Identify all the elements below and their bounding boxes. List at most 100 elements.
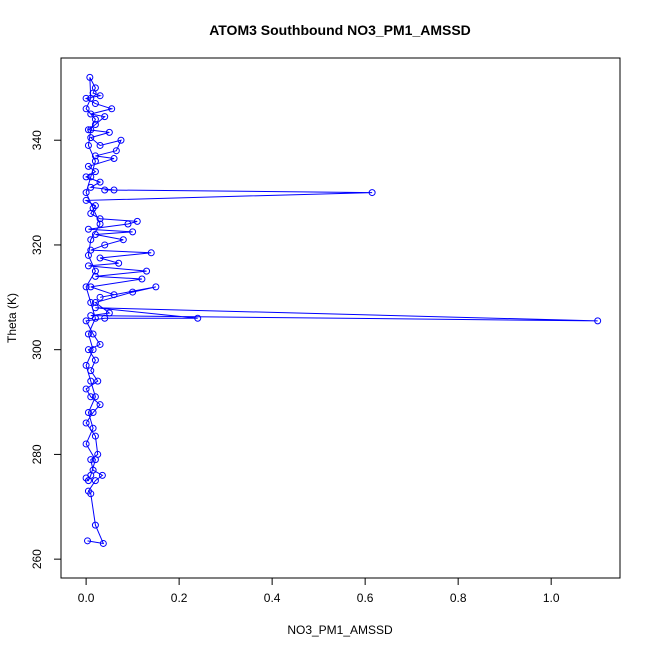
- data-point: [84, 537, 92, 545]
- data-point: [87, 94, 95, 102]
- data-point: [87, 173, 95, 181]
- data-point: [82, 173, 90, 181]
- data-point: [89, 330, 97, 338]
- data-point: [91, 432, 99, 440]
- data-point: [91, 230, 99, 238]
- data-point: [91, 477, 99, 485]
- x-tick-label: 0.6: [357, 591, 374, 605]
- data-point: [112, 147, 120, 155]
- data-point: [87, 456, 95, 464]
- data-point: [94, 377, 102, 385]
- data-point: [117, 136, 125, 144]
- data-point: [105, 128, 113, 136]
- data-point: [91, 121, 99, 129]
- data-point: [87, 110, 95, 118]
- data-point: [115, 259, 123, 267]
- data-point: [89, 346, 97, 354]
- data-point: [91, 299, 99, 307]
- data-point: [87, 367, 95, 375]
- data-point: [119, 236, 127, 244]
- x-tick-label: 0.4: [264, 591, 281, 605]
- data-point: [86, 73, 94, 81]
- y-tick-label: 300: [30, 339, 44, 359]
- data-point: [91, 100, 99, 108]
- data-point: [91, 267, 99, 275]
- data-point: [82, 419, 90, 427]
- data-point: [91, 304, 99, 312]
- data-point: [368, 189, 376, 197]
- plot-frame: [60, 57, 621, 579]
- data-point: [138, 275, 146, 283]
- data-point: [91, 272, 99, 280]
- data-point: [84, 251, 92, 259]
- x-tick-label: 0.8: [450, 591, 467, 605]
- data-point: [96, 215, 104, 223]
- data-point: [84, 409, 92, 417]
- data-point: [194, 314, 202, 322]
- data-point: [129, 288, 137, 296]
- data-point: [152, 283, 160, 291]
- data-point: [98, 471, 106, 479]
- data-point: [101, 241, 109, 249]
- data-point: [594, 317, 602, 325]
- data-point: [96, 254, 104, 262]
- data-point: [101, 113, 109, 121]
- data-point: [91, 314, 99, 322]
- data-point: [105, 309, 113, 317]
- data-point: [91, 84, 99, 92]
- data-point: [82, 474, 90, 482]
- data-point: [84, 141, 92, 149]
- data-point: [96, 141, 104, 149]
- data-point: [87, 377, 95, 385]
- data-point: [101, 186, 109, 194]
- data-point: [143, 267, 151, 275]
- data-point: [96, 293, 104, 301]
- y-tick-label: 280: [30, 444, 44, 464]
- data-point: [87, 283, 95, 291]
- data-point: [108, 105, 116, 113]
- data-point: [91, 521, 99, 529]
- data-point: [89, 424, 97, 432]
- data-point: [96, 401, 104, 409]
- data-point: [87, 393, 95, 401]
- data-point: [96, 220, 104, 228]
- chart-title: ATOM3 Southbound NO3_PM1_AMSSD: [209, 22, 471, 38]
- data-point: [110, 186, 118, 194]
- data-point: [87, 299, 95, 307]
- data-point: [101, 314, 109, 322]
- data-point: [82, 361, 90, 369]
- data-point: [82, 317, 90, 325]
- data-point: [84, 225, 92, 233]
- data-point: [82, 440, 90, 448]
- data-point: [87, 126, 95, 134]
- data-point: [89, 409, 97, 417]
- data-point: [124, 220, 132, 228]
- data-point: [82, 105, 90, 113]
- data-point: [87, 134, 95, 142]
- x-axis-title: NO3_PM1_AMSSD: [287, 623, 393, 637]
- data-point: [91, 152, 99, 160]
- data-point: [84, 346, 92, 354]
- data-point: [84, 262, 92, 270]
- data-point: [84, 162, 92, 170]
- y-tick-label: 340: [30, 130, 44, 150]
- data-point: [91, 356, 99, 364]
- data-point: [96, 92, 104, 100]
- data-point: [129, 228, 137, 236]
- data-point: [82, 283, 90, 291]
- x-tick-label: 0.0: [78, 591, 95, 605]
- data-point: [110, 155, 118, 163]
- data-point: [82, 196, 90, 204]
- x-tick-label: 0.2: [171, 591, 188, 605]
- data-point: [96, 340, 104, 348]
- data-point: [91, 157, 99, 165]
- data-point: [82, 385, 90, 393]
- data-point: [91, 393, 99, 401]
- data-point: [82, 189, 90, 197]
- data-point: [96, 178, 104, 186]
- data-point: [84, 330, 92, 338]
- y-axis-title: Theta (K): [5, 293, 19, 343]
- data-point: [91, 456, 99, 464]
- y-tick-label: 260: [30, 549, 44, 569]
